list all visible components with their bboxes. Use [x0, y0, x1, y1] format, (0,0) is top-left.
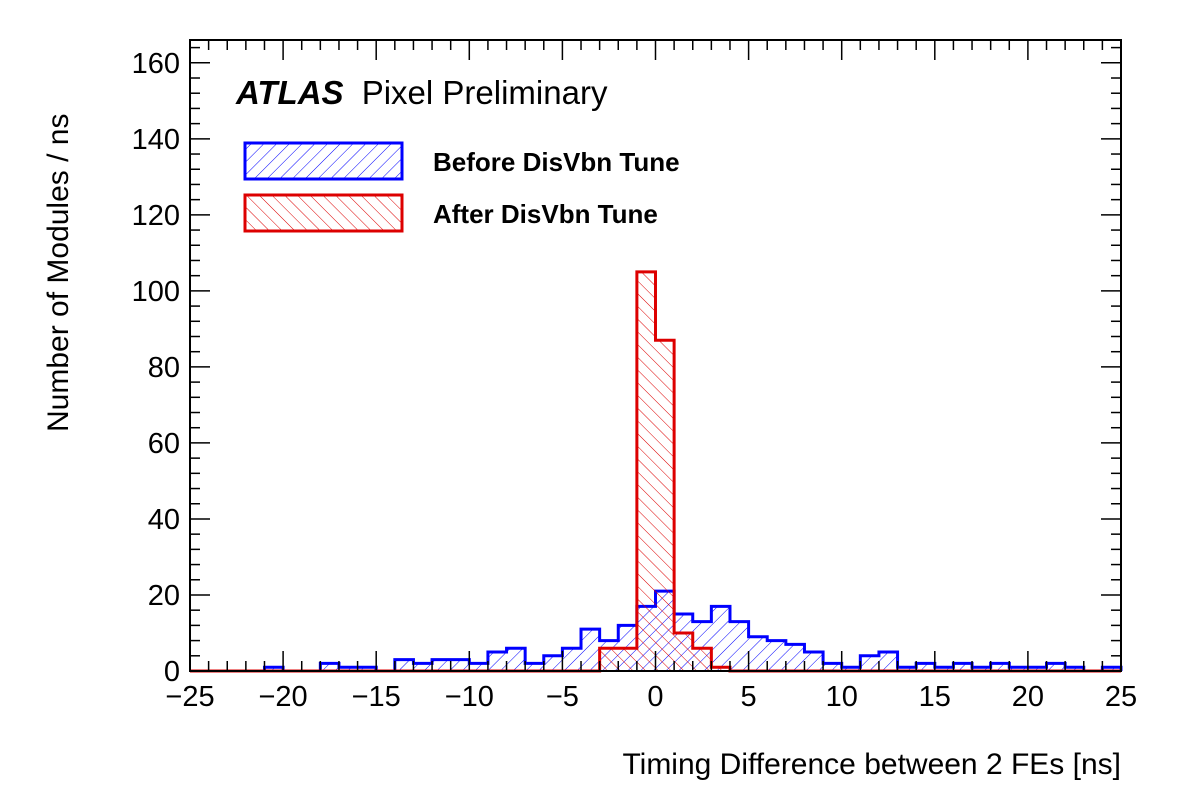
x-axis-title: Timing Difference between 2 FEs [ns]: [622, 748, 1121, 781]
x-tick-label: 25: [1105, 681, 1137, 713]
histogram-bar: [1009, 667, 1028, 671]
histogram-bar: [1027, 667, 1047, 671]
histogram-bar: [655, 340, 675, 671]
x-tick-label: −5: [546, 681, 579, 713]
histogram-bar: [990, 663, 1010, 671]
x-tick-label: −15: [352, 681, 401, 713]
y-tick-label: 140: [132, 124, 180, 156]
y-tick-label: 100: [132, 276, 180, 308]
x-tick-label: −25: [165, 681, 214, 713]
histogram-bar: [860, 655, 879, 671]
histogram-bar: [767, 640, 786, 671]
x-tick-label: −10: [445, 681, 494, 713]
histogram-bar: [804, 651, 824, 671]
y-tick-label: 120: [132, 200, 180, 232]
brand-atlas: ATLAS: [235, 74, 344, 111]
histogram-bar: [636, 271, 656, 671]
legend-swatch-before: [243, 141, 404, 181]
plot-frame: [189, 39, 1122, 672]
histogram-bar: [450, 659, 470, 671]
histogram-bar: [711, 667, 730, 671]
histogram-bar: [897, 667, 917, 671]
y-axis-title: Number of Modules / ns: [42, 114, 75, 432]
histogram-bar: [338, 667, 358, 671]
histogram-bar: [525, 663, 544, 671]
histogram-bar: [748, 636, 768, 671]
x-tick-label: 5: [741, 681, 757, 713]
y-tick-label: 160: [132, 48, 180, 80]
y-tick-label: 20: [148, 580, 180, 612]
histogram-bar: [785, 644, 805, 671]
histogram-bar: [823, 663, 842, 671]
histogram-bar: [841, 667, 861, 671]
histogram-bar: [934, 667, 954, 671]
histogram-bar: [711, 606, 730, 671]
histogram-bar: [674, 632, 693, 671]
histogram-bar: [1102, 667, 1121, 671]
histogram-bar: [469, 663, 488, 671]
histogram-bar: [506, 648, 526, 671]
brand-subtitle: Pixel Preliminary: [362, 74, 608, 111]
histogram-bar: [1046, 663, 1066, 671]
histogram-bar: [394, 659, 414, 671]
histogram-bar: [581, 629, 600, 671]
histogram-bar: [413, 663, 433, 671]
brand-label: ATLAS Pixel Preliminary: [235, 74, 608, 111]
histogram-bar: [878, 651, 898, 671]
legend: Before DisVbn Tune After DisVbn Tune: [243, 141, 680, 233]
histogram-bar: [916, 663, 935, 671]
histogram-bar: [562, 648, 582, 671]
histogram-bar: [599, 648, 619, 671]
histogram-bar: [972, 667, 991, 671]
series-1: [190, 270, 1121, 673]
y-tick-label: 0: [164, 656, 180, 688]
histogram-bar: [953, 663, 973, 671]
histogram-bar: [692, 648, 712, 671]
x-tick-label: 0: [647, 681, 663, 713]
series-layer: [190, 270, 1123, 673]
legend-swatch-after: [243, 193, 404, 233]
y-tick-label: 80: [148, 352, 180, 384]
ticks-layer: −25 −20 −15 −10 −5 0 5 10 15 20 25 0 20 40 60 80 100 120 1…: [132, 40, 1137, 713]
y-tick-label: 40: [148, 504, 180, 536]
histogram-bar: [618, 648, 637, 671]
x-tick-label: 15: [919, 681, 951, 713]
x-tick-label: 10: [826, 681, 858, 713]
histogram-bar: [543, 655, 563, 671]
histogram-bar: [729, 621, 749, 671]
x-tick-label: −20: [258, 681, 307, 713]
histogram-bar: [264, 667, 284, 671]
x-tick-label: 20: [1012, 681, 1044, 713]
legend-label-before: Before DisVbn Tune: [433, 147, 680, 177]
histogram-bar: [1065, 667, 1084, 671]
histogram-bar: [487, 651, 507, 671]
histogram-bar: [320, 663, 339, 671]
legend-label-after: After DisVbn Tune: [433, 199, 658, 229]
histogram-bar: [357, 667, 377, 671]
y-tick-label: 60: [148, 428, 180, 460]
histogram-bar: [432, 659, 451, 671]
